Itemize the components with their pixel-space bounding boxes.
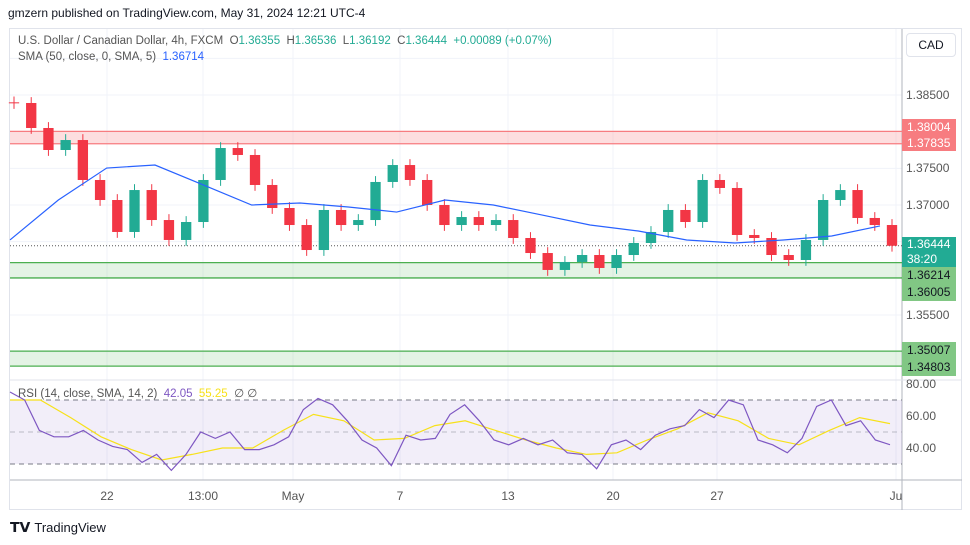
candle-body — [146, 190, 157, 221]
candle-body — [215, 148, 226, 180]
candle-body — [663, 209, 674, 232]
candle-body — [869, 217, 880, 226]
candle-body — [766, 237, 777, 256]
candle-body — [817, 200, 829, 240]
time-label: 13:00 — [187, 489, 219, 503]
candle-body — [749, 234, 760, 238]
time-label: Ju — [889, 489, 903, 503]
symbol-name: U.S. Dollar / Canadian Dollar, 4h, FXCM — [18, 35, 224, 47]
candle-body — [456, 217, 467, 226]
candle-body — [473, 217, 484, 226]
candle-body — [731, 187, 743, 235]
candle-body — [370, 181, 381, 221]
candle-body — [387, 165, 398, 182]
candle-body — [559, 261, 571, 270]
price-label: 1.37500 — [906, 161, 950, 175]
candle-body — [422, 179, 433, 205]
candle-body — [318, 209, 330, 251]
candle-body — [335, 209, 347, 226]
publisher-line: gmzern published on TradingView.com, May… — [8, 6, 366, 20]
currency-button[interactable]: CAD — [906, 33, 956, 57]
rsi-sma-line — [10, 399, 891, 461]
candle-body — [60, 140, 71, 150]
rsi-value: 42.05 — [163, 388, 193, 400]
candle-body — [129, 190, 140, 232]
time-label: 22 — [100, 489, 114, 503]
high-value: 1.36536 — [294, 35, 337, 47]
rsi-line — [9, 391, 891, 472]
candle-body — [439, 204, 450, 226]
candle-body — [628, 242, 639, 256]
candle-body — [284, 208, 295, 226]
rsi-axis-label: 60.00 — [906, 409, 937, 423]
candle-body — [645, 231, 657, 243]
resistance-zone — [10, 131, 902, 144]
candle-body — [249, 154, 261, 185]
candle-body — [611, 255, 622, 268]
open-value: 1.36355 — [238, 35, 281, 47]
time-label: 27 — [710, 489, 724, 503]
low-value: 1.36192 — [349, 35, 391, 47]
time-label: 7 — [396, 489, 404, 503]
sma-legend[interactable]: SMA (50, close, 0, SMA, 5) 1.36714 — [18, 51, 205, 63]
candle-body — [112, 200, 123, 232]
candle-body — [508, 220, 519, 238]
candle-body — [232, 148, 243, 155]
candle-body — [301, 225, 312, 251]
sma-value: 1.36714 — [162, 51, 205, 63]
rsi-sma-value: 55.25 — [198, 388, 228, 400]
candle-body — [576, 255, 588, 262]
candle-body — [163, 220, 175, 240]
candle-body — [490, 220, 502, 226]
sma-line — [9, 164, 881, 244]
candle-body — [267, 184, 278, 209]
close-value: 1.36444 — [405, 35, 448, 47]
support-zone-tag-2: 1.35007 1.34803 — [902, 342, 956, 376]
price-label: 1.37000 — [906, 198, 950, 212]
support-zone — [10, 262, 902, 278]
candle-body — [680, 209, 691, 223]
candle-body — [697, 179, 708, 223]
candle-body — [404, 165, 416, 180]
time-label: 13 — [501, 489, 515, 503]
candle-body — [43, 127, 54, 150]
rsi-legend[interactable]: RSI (14, close, SMA, 14, 2) 42.05 55.25 … — [18, 388, 258, 400]
candle-body — [94, 179, 106, 201]
price-label: 1.35500 — [906, 308, 950, 322]
time-label: 20 — [606, 489, 620, 503]
support-zone-tag: 1.36214 1.36005 — [902, 267, 956, 301]
candle-body — [525, 237, 536, 254]
candle-body — [835, 190, 846, 201]
candle-body — [180, 222, 192, 240]
candle-body — [886, 225, 898, 246]
last-price-tag: 1.36444 38:20 — [902, 237, 956, 267]
candle-body — [594, 255, 605, 268]
candle-body — [8, 102, 20, 104]
candle-body — [77, 140, 89, 180]
price-label: 1.38500 — [906, 88, 950, 102]
rsi-axis-label: 40.00 — [906, 441, 937, 455]
tradingview-logo-icon: 𝗧𝗩 — [10, 519, 31, 535]
candle-body — [714, 179, 726, 188]
candle-body — [783, 255, 794, 260]
support-zone-2 — [10, 351, 902, 367]
time-label: May — [281, 489, 305, 503]
candle-body — [800, 239, 812, 260]
chart-frame — [9, 28, 962, 510]
candle-body — [198, 179, 209, 223]
candle-body — [542, 253, 553, 270]
candle-body — [353, 220, 364, 226]
resistance-zone-tag: 1.38004 1.37835 — [902, 119, 956, 151]
tradingview-logo[interactable]: 𝗧𝗩 TradingView — [10, 519, 106, 535]
symbol-legend: U.S. Dollar / Canadian Dollar, 4h, FXCM … — [18, 35, 552, 47]
rsi-axis-label: 80.00 — [906, 377, 937, 391]
change-value: +0.00089 (+0.07%) — [453, 35, 552, 47]
candle-body — [852, 190, 863, 218]
candle-body — [26, 102, 37, 128]
